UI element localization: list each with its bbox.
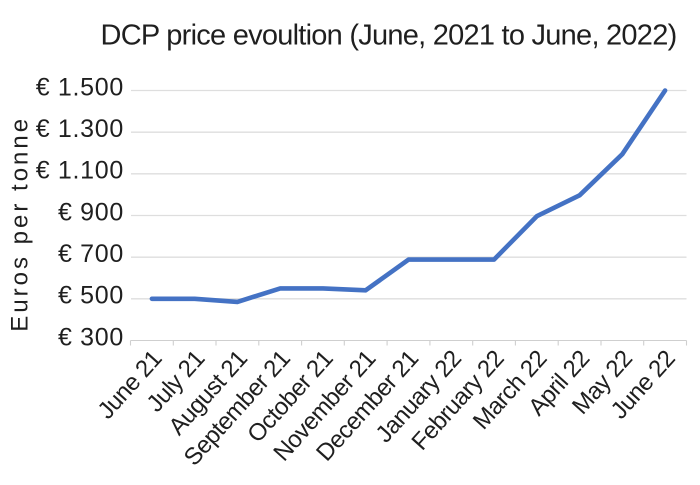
- svg-text:€ 700: € 700: [58, 240, 124, 268]
- svg-text:DCP price evoultion (June, 202: DCP price evoultion (June, 2021 to June,…: [101, 20, 677, 52]
- svg-text:€ 300: € 300: [58, 323, 124, 351]
- svg-text:€ 900: € 900: [58, 198, 124, 226]
- svg-text:€ 500: € 500: [58, 282, 124, 310]
- svg-text:€ 1.100: € 1.100: [36, 157, 124, 185]
- svg-text:€ 1.500: € 1.500: [36, 73, 124, 101]
- svg-text:€ 1.300: € 1.300: [36, 115, 124, 143]
- svg-text:Euros per tonne: Euros per tonne: [7, 116, 34, 332]
